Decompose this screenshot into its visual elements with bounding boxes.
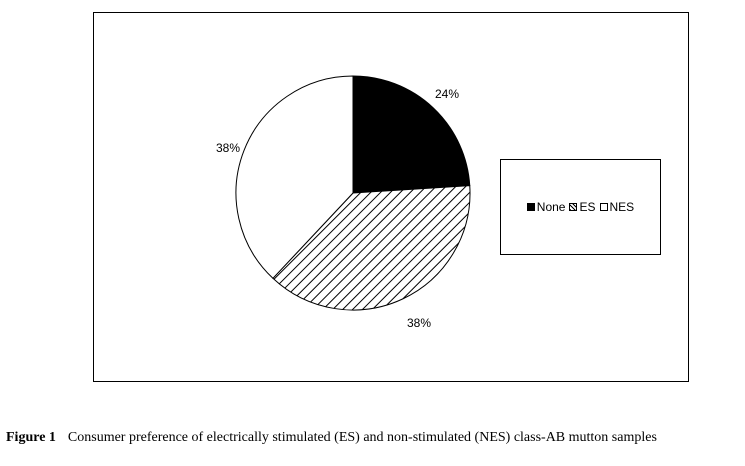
slice-label-none: 24% xyxy=(435,87,460,101)
figure-caption: Figure 1 Consumer preference of electrica… xyxy=(6,429,745,447)
pie-slice-nes xyxy=(235,75,354,279)
legend-label-none: None xyxy=(536,200,566,214)
legend-swatch-none xyxy=(526,203,535,211)
pie-slice-es xyxy=(272,185,471,311)
figure-caption-text: Consumer preference of electrically stim… xyxy=(67,430,657,445)
legend-item-nes: NES xyxy=(599,200,635,214)
legend: None ES NES xyxy=(500,159,661,255)
legend-label-es: ES xyxy=(579,200,596,214)
figure-caption-label: Figure 1 xyxy=(6,430,56,445)
pie-slice-none xyxy=(352,75,471,194)
legend-swatch-nes xyxy=(599,203,608,211)
legend-item-es: ES xyxy=(569,200,596,214)
legend-item-none: None xyxy=(526,200,566,214)
pie-chart xyxy=(235,75,471,311)
slice-label-es: 38% xyxy=(407,316,432,330)
legend-label-nes: NES xyxy=(609,200,635,214)
slice-label-nes: 38% xyxy=(216,141,241,155)
legend-swatch-es xyxy=(569,203,578,211)
